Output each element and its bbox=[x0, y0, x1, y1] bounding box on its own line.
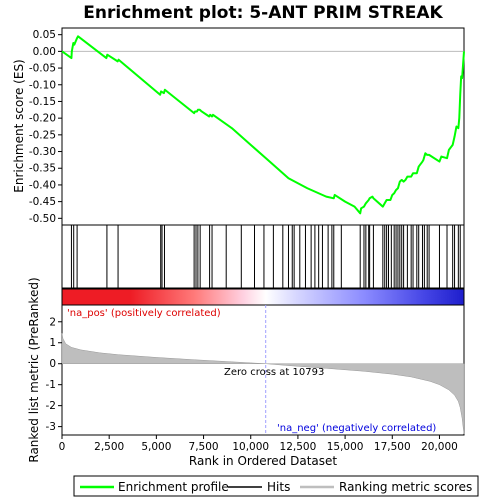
es-panel: 0.05 0.00 -0.05 -0.10 -0.15 -0.20 -0.25 -0.30 -0… bbox=[29, 27, 465, 226]
es-tick-label: -0.30 bbox=[29, 146, 56, 158]
x-tick-label: 17,500 bbox=[374, 441, 411, 453]
es-tick-label: -0.45 bbox=[29, 196, 56, 208]
es-panel-frame bbox=[61, 27, 465, 226]
legend: Enrichment profile Hits Ranking metric s… bbox=[73, 475, 479, 497]
es-axis-label: Enrichment score (ES) bbox=[12, 59, 26, 192]
metric-tick-label: -1 bbox=[46, 379, 56, 391]
es-tick-label: -0.20 bbox=[29, 113, 56, 125]
ranking-metric-area bbox=[61, 333, 465, 434]
metric-tick-label: 0 bbox=[49, 358, 56, 370]
es-tick-label: -0.40 bbox=[29, 179, 56, 191]
legend-profile-label: Enrichment profile bbox=[118, 480, 229, 494]
metric-tick-label: 1 bbox=[49, 337, 56, 349]
es-tick-label: -0.15 bbox=[29, 96, 56, 108]
legend-box bbox=[73, 475, 479, 497]
legend-metric-label: Ranking metric scores bbox=[339, 480, 472, 494]
hits-panel bbox=[61, 224, 465, 289]
x-tick-label: 5,000 bbox=[141, 441, 171, 453]
x-tick-label: 20,000 bbox=[421, 441, 458, 453]
metric-panel: 2 1 0 -1 -2 -3 'na_pos' (positively correlate… bbox=[46, 304, 465, 436]
zero-cross-annotation: Zero cross at 10793 bbox=[224, 367, 324, 378]
enrichment-profile-line bbox=[61, 35, 465, 215]
metric-axis-label: Ranked list metric (PreRanked) bbox=[27, 277, 41, 462]
neg-annotation: 'na_neg' (negatively correlated) bbox=[277, 423, 436, 434]
es-tick-label: -0.35 bbox=[29, 163, 56, 175]
rank-color-bar bbox=[61, 288, 465, 306]
es-tick-label: -0.10 bbox=[29, 79, 56, 91]
es-tick-label: -0.05 bbox=[29, 63, 56, 75]
es-tick-label: 0.05 bbox=[33, 29, 56, 41]
x-tick-label: 10,000 bbox=[232, 441, 269, 453]
es-tick-label: -0.50 bbox=[29, 213, 56, 225]
pos-annotation: 'na_pos' (positively correlated) bbox=[67, 308, 221, 319]
metric-tick-label: 2 bbox=[49, 316, 56, 328]
legend-hits-label: Hits bbox=[267, 480, 290, 494]
metric-tick-label: -3 bbox=[46, 421, 56, 433]
hits-panel-frame bbox=[61, 224, 465, 289]
x-tick-label: 2,500 bbox=[94, 441, 124, 453]
es-tick-label: -0.25 bbox=[29, 129, 56, 141]
chart-title: Enrichment plot: 5-ANT PRIM STREAK bbox=[83, 3, 443, 23]
x-tick-label: 0 bbox=[59, 441, 66, 453]
x-tick-label: 15,000 bbox=[327, 441, 364, 453]
x-axis-label: Rank in Ordered Dataset bbox=[189, 454, 337, 468]
metric-tick-label: -2 bbox=[46, 400, 56, 412]
x-tick-label: 12,500 bbox=[280, 441, 317, 453]
x-tick-label: 7,500 bbox=[189, 441, 219, 453]
es-tick-label: 0.00 bbox=[33, 46, 56, 58]
